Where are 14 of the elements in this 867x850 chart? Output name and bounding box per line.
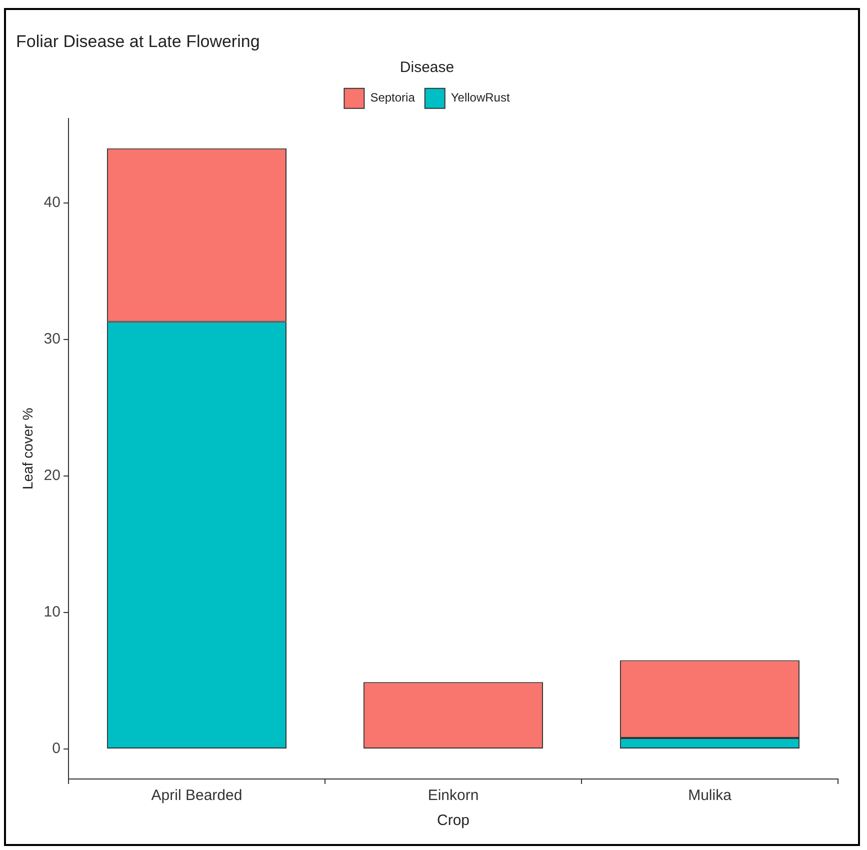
legend-label: YellowRust bbox=[450, 90, 510, 105]
y-tick-label: 20 bbox=[44, 467, 60, 484]
y-tick-label: 30 bbox=[44, 330, 60, 348]
x-tick-label: April Bearded bbox=[151, 787, 242, 804]
x-axis-title: Crop bbox=[436, 812, 470, 830]
x-tick-label: Mulika bbox=[688, 787, 732, 804]
y-tick-label: 40 bbox=[44, 194, 60, 212]
y-tick-label: 10 bbox=[44, 604, 60, 621]
x-tick-label: Einkorn bbox=[428, 787, 479, 804]
legend-label: Septoria bbox=[370, 90, 416, 105]
y-tick-label: 0 bbox=[52, 740, 60, 758]
chart-title: Foliar Disease at Late Flowering bbox=[16, 32, 260, 51]
y-axis-title: Leaf cover % bbox=[19, 408, 36, 490]
legend-title: Disease bbox=[400, 59, 454, 76]
